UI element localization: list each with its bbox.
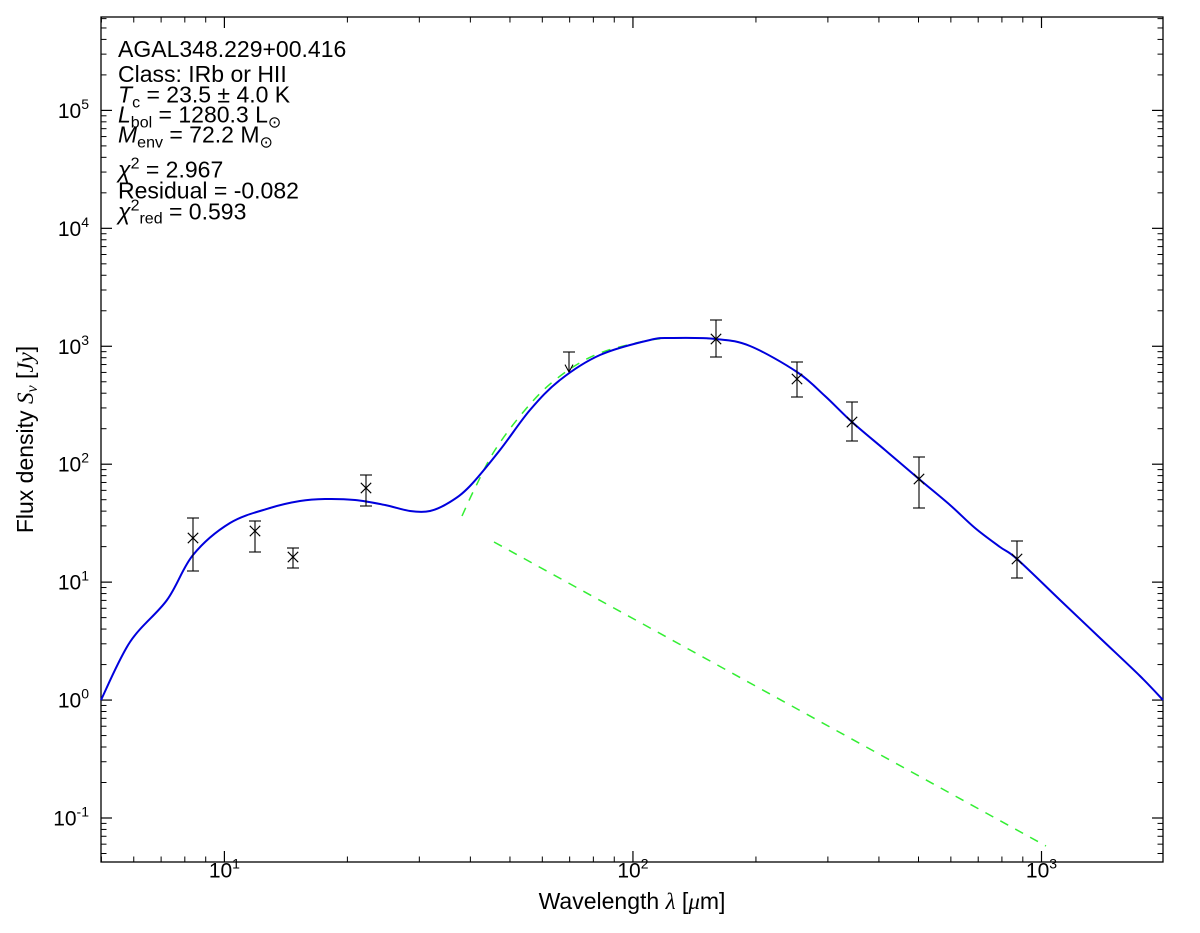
svg-text:Flux density Sν [Jy]: Flux density Sν [Jy] [12,346,41,533]
svg-text:AGAL348.229+00.416: AGAL348.229+00.416 [118,36,346,62]
svg-text:Wavelength λ [μm]: Wavelength λ [μm] [539,888,726,914]
